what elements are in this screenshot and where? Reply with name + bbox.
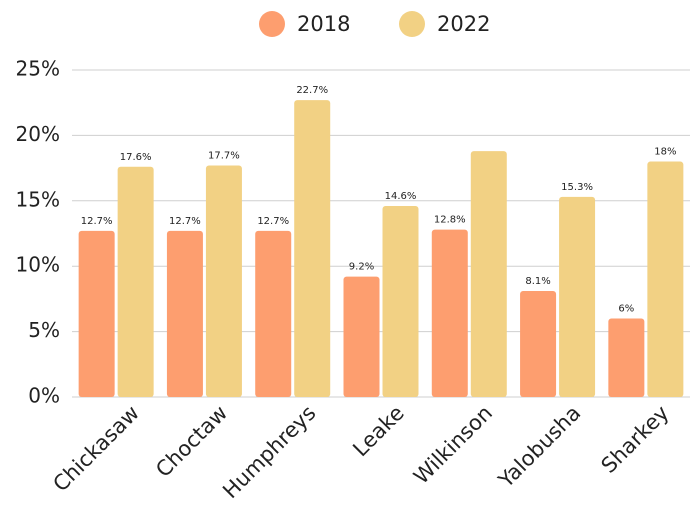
y-tick-label: 25% xyxy=(16,57,60,81)
x-tick-label: Humphreys xyxy=(218,401,320,503)
bar xyxy=(520,291,557,397)
x-tick-label: Choctaw xyxy=(151,401,232,482)
bar xyxy=(382,206,419,397)
y-tick-label: 10% xyxy=(16,253,60,277)
y-tick-label: 20% xyxy=(16,122,60,146)
bar xyxy=(559,196,596,397)
bar xyxy=(117,166,154,397)
x-tick-label: Sharkey xyxy=(597,401,674,478)
bar xyxy=(205,165,242,397)
bar xyxy=(78,230,115,397)
bar xyxy=(608,318,645,397)
value-label: 18% xyxy=(654,147,676,158)
value-label: 8.1% xyxy=(525,276,550,287)
value-label: 6% xyxy=(618,304,634,315)
x-tick-label: Leake xyxy=(348,401,408,461)
x-tick-label: Wilkinson xyxy=(409,401,497,489)
value-label: 15.3% xyxy=(561,182,593,193)
bar xyxy=(431,229,468,397)
value-label: 9.2% xyxy=(349,262,374,273)
bar xyxy=(647,161,684,397)
y-tick-label: 5% xyxy=(28,318,60,342)
bar xyxy=(166,230,203,397)
value-label: 22.7% xyxy=(296,85,328,96)
x-tick-label: Yalobusha xyxy=(493,401,585,493)
bar xyxy=(294,100,331,398)
value-label: 12.8% xyxy=(434,215,466,226)
legend-label: 2018 xyxy=(297,12,350,36)
bar xyxy=(470,151,507,397)
y-tick-label: 0% xyxy=(28,384,60,408)
bar xyxy=(343,276,380,397)
value-label: 14.6% xyxy=(385,191,417,202)
x-tick-label: Chickasaw xyxy=(48,401,143,496)
legend-swatch xyxy=(259,11,285,37)
bar xyxy=(255,230,292,397)
value-label: 12.7% xyxy=(257,216,289,227)
value-label: 17.7% xyxy=(208,150,240,161)
value-label: 17.6% xyxy=(120,152,152,163)
legend-swatch xyxy=(399,11,425,37)
value-label: 12.7% xyxy=(169,216,201,227)
value-label: 12.7% xyxy=(81,216,113,227)
y-tick-label: 15% xyxy=(16,187,60,211)
legend-label: 2022 xyxy=(437,12,490,36)
